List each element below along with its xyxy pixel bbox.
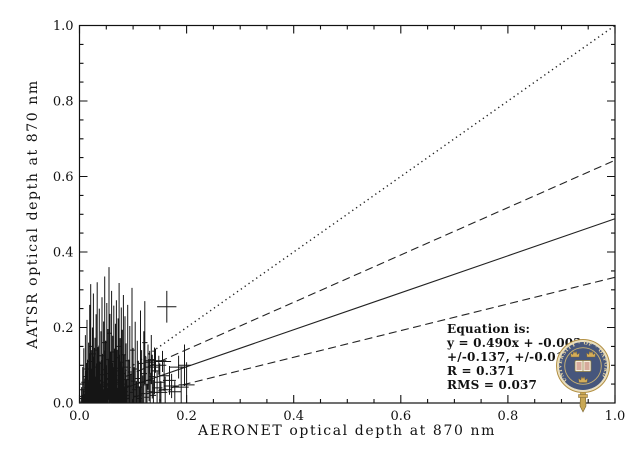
fit-line [81, 218, 616, 404]
x-tick-label: 1.0 [605, 409, 626, 424]
y-tick-label: 0.4 [53, 246, 74, 261]
one-to-one-line [79, 24, 616, 404]
x-tick-label: 0.4 [283, 409, 304, 424]
y-tick-label: 0.2 [53, 321, 74, 336]
crest-inner-ring [564, 347, 602, 385]
correlation-line: R = 0.371 [447, 364, 515, 378]
x-tick-label: 0.6 [390, 409, 411, 424]
x-tick-label: 0.2 [176, 409, 197, 424]
y-tick-label: 0.6 [53, 170, 74, 185]
rms-line: RMS = 0.037 [447, 378, 538, 392]
y-tick-label: 0.0 [53, 397, 74, 412]
fit-upper-bound [79, 159, 616, 398]
y-tick-label: 0.8 [53, 95, 74, 110]
equation-line: y = 0.490x + -0.002 [447, 336, 582, 350]
fit-statistics-annotation: Equation is: y = 0.490x + -0.002 +/-0.13… [447, 322, 582, 392]
university-of-oxford-crest: UNIVERSITY · OF · OXFORD [556, 339, 610, 413]
y-axis-title: AATSR optical depth at 870 nm [25, 79, 41, 349]
y-tick-label: 1.0 [53, 19, 74, 34]
equation-title: Equation is: [447, 322, 531, 336]
x-tick-label: 0.0 [69, 409, 90, 424]
x-tick-label: 0.8 [498, 409, 519, 424]
open-book-icon [574, 360, 592, 372]
x-axis-title: AERONET optical depth at 870 nm [197, 423, 497, 439]
equation-errors: +/-0.137, +/-0.018 [447, 350, 573, 364]
data-points-with-error-bars [79, 267, 195, 403]
